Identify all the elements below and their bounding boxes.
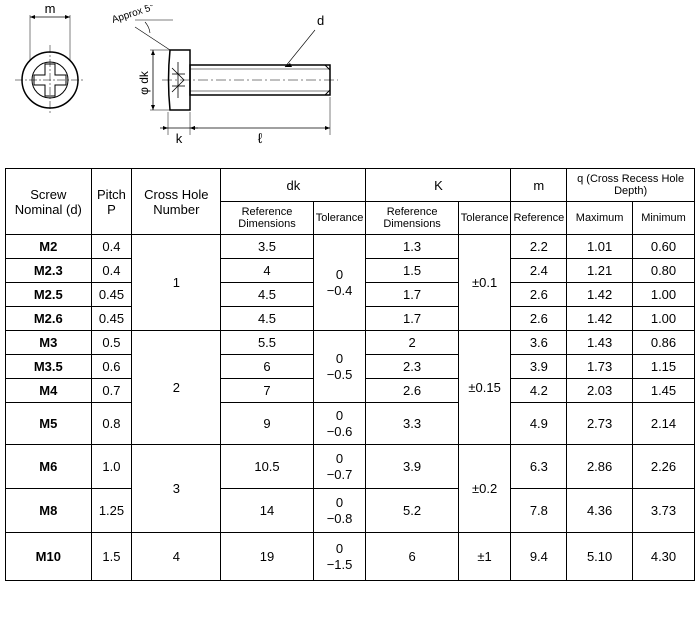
screw-diagram: m Approx 5° d φ d: [5, 5, 365, 155]
table-row: M101.5 4 19 0−1.5 6 ±1 9.45.104.30: [6, 533, 695, 581]
table-row: M81.25 14 0−0.8 5.2 7.84.363.73: [6, 489, 695, 533]
hdr-q-min: Minimum: [633, 202, 695, 235]
hdr-q-max: Maximum: [567, 202, 633, 235]
table-row: M50.8 9 0−0.6 3.3 4.92.732.14: [6, 403, 695, 445]
hdr-dk-tol: Tolerance: [313, 202, 366, 235]
hdr-k-ref: Reference Dimensions: [366, 202, 458, 235]
hdr-dk: dk: [221, 169, 366, 202]
hdr-m: m: [511, 169, 567, 202]
dim-k: k: [160, 112, 198, 146]
hdr-K: K: [366, 169, 511, 202]
table-row: M61.0 3 10.5 0−0.7 3.9 ±0.2 6.32.862.26: [6, 445, 695, 489]
svg-text:φ dk: φ dk: [137, 70, 151, 95]
spec-table: Screw Nominal (d) Pitch P Cross Hole Num…: [5, 168, 695, 581]
hdr-q: q (Cross Recess Hole Depth): [567, 169, 695, 202]
dim-d: d: [285, 13, 324, 67]
hdr-pitch: Pitch P: [91, 169, 132, 235]
dim-l: ℓ: [190, 97, 330, 146]
table-row: M2 0.4 1 3.5 0−0.4 1.3 ±0.1 2.2 1.01 0.6…: [6, 235, 695, 259]
svg-text:m: m: [45, 5, 56, 16]
svg-text:Approx 5°: Approx 5°: [111, 5, 156, 26]
hdr-cross-hole: Cross Hole Number: [132, 169, 221, 235]
table-row: M30.5 2 5.5 0−0.5 2 ±0.15 3.61.430.86: [6, 331, 695, 355]
hdr-k-tol: Tolerance: [458, 202, 511, 235]
svg-text:ℓ: ℓ: [258, 130, 263, 146]
hdr-m-ref: Reference: [511, 202, 567, 235]
svg-text:k: k: [176, 131, 183, 146]
hdr-nominal: Screw Nominal (d): [6, 169, 92, 235]
svg-text:d: d: [317, 13, 324, 28]
hdr-dk-ref: Reference Dimensions: [221, 202, 313, 235]
dim-approx5: Approx 5°: [111, 5, 173, 50]
